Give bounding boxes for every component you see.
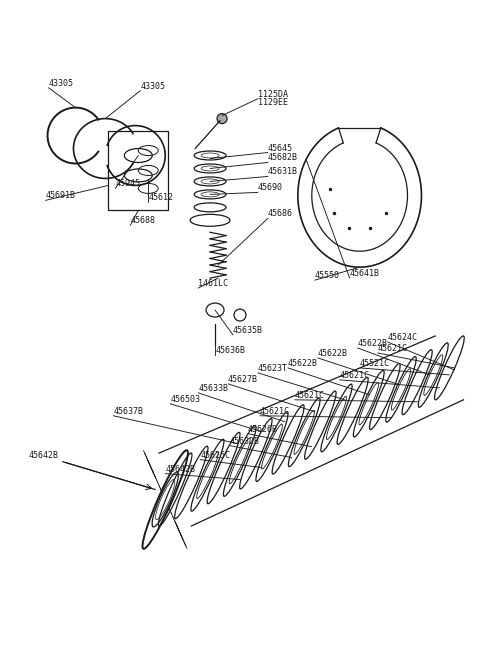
Text: 45622B: 45622B <box>288 359 318 368</box>
Text: 45621C: 45621C <box>260 407 290 416</box>
Text: 45627B: 45627B <box>228 375 258 384</box>
Text: 45621C: 45621C <box>340 371 370 380</box>
Text: 45686: 45686 <box>268 210 293 218</box>
Text: 45623T: 45623T <box>258 364 288 373</box>
Text: 1125DA: 1125DA <box>258 89 288 99</box>
Text: 45642B: 45642B <box>165 464 195 474</box>
Text: 45688: 45688 <box>130 216 156 225</box>
Text: 45635B: 45635B <box>233 326 263 335</box>
Bar <box>108 131 168 210</box>
Text: 45550: 45550 <box>315 271 340 280</box>
Circle shape <box>217 114 227 124</box>
Text: 45632B: 45632B <box>230 437 260 445</box>
Text: 45636B: 45636B <box>215 346 245 355</box>
Text: 45621C: 45621C <box>295 391 325 400</box>
Text: 45622B: 45622B <box>318 349 348 358</box>
Text: 45945: 45945 <box>115 179 140 189</box>
Text: 45612: 45612 <box>148 193 173 202</box>
Text: 45690: 45690 <box>258 183 283 193</box>
Text: 1129EE: 1129EE <box>258 98 288 106</box>
Text: 45621C: 45621C <box>378 344 408 353</box>
Text: 45626B: 45626B <box>248 424 278 434</box>
Text: 45631B: 45631B <box>268 168 298 177</box>
Text: 45637B: 45637B <box>113 407 144 416</box>
Text: 45641B: 45641B <box>350 269 380 278</box>
Text: 45624C: 45624C <box>387 333 418 342</box>
Text: 45642B: 45642B <box>29 451 59 460</box>
Text: 456503: 456503 <box>170 395 200 404</box>
Text: 43305: 43305 <box>48 79 73 87</box>
Text: 45691B: 45691B <box>46 191 75 200</box>
Text: 45633B: 45633B <box>198 384 228 393</box>
Text: 45682B: 45682B <box>268 154 298 162</box>
Text: 43305: 43305 <box>140 81 165 91</box>
Text: 1461LC: 1461LC <box>198 279 228 288</box>
Text: 45622B: 45622B <box>358 339 388 348</box>
Text: 45625C: 45625C <box>200 451 230 460</box>
Text: 45645: 45645 <box>268 143 293 152</box>
Text: 45521C: 45521C <box>360 359 390 368</box>
